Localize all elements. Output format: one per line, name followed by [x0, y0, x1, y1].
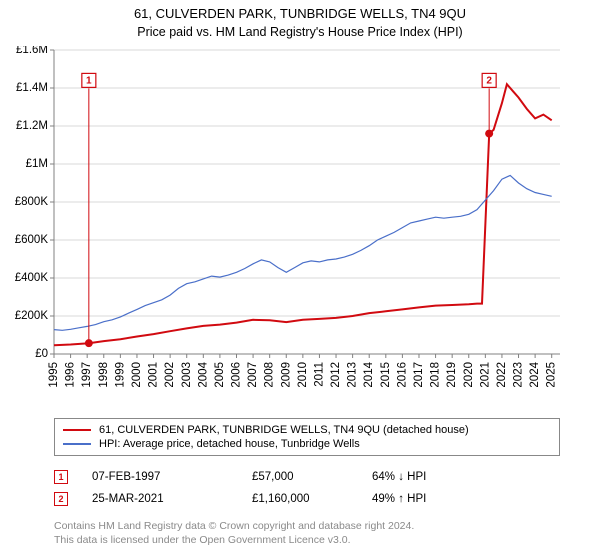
x-tick-label: 2007	[247, 362, 259, 388]
marker-dot-2	[485, 130, 493, 138]
x-tick-label: 2022	[496, 362, 508, 388]
footer-line-1: Contains HM Land Registry data © Crown c…	[54, 520, 560, 534]
x-tick-label: 2021	[479, 362, 491, 388]
chart-plot: £0 £200K £400K £600K £800K £1M £1.2M £1.4M £1.6M…	[0, 46, 600, 406]
x-tick-label: 2014	[363, 361, 375, 387]
x-tick-label: 2025	[546, 362, 558, 388]
sale-row: 1 07-FEB-1997£57,00064% ↓ HPI	[54, 466, 560, 488]
x-tick-label: 2015	[380, 362, 392, 388]
legend-item: HPI: Average price, detached house, Tunb…	[63, 437, 551, 451]
chart-title: 61, CULVERDEN PARK, TUNBRIDGE WELLS, TN4…	[0, 0, 600, 21]
x-tick-label: 1995	[48, 362, 60, 388]
sale-marker-icon: 2	[54, 492, 68, 506]
y-tick-label: £1.4M	[16, 82, 48, 94]
x-tick-label: 1997	[81, 362, 93, 388]
y-tick-label: £600K	[15, 234, 49, 246]
legend-item: 61, CULVERDEN PARK, TUNBRIDGE WELLS, TN4…	[63, 423, 551, 437]
x-tick-label: 2005	[214, 362, 226, 388]
x-tick-label: 2017	[413, 362, 425, 388]
sale-row: 2 25-MAR-2021£1,160,00049% ↑ HPI	[54, 488, 560, 510]
marker-num-1: 1	[86, 76, 92, 87]
legend-swatch	[63, 443, 91, 445]
series-hpi	[54, 175, 552, 330]
x-tick-label: 2016	[396, 362, 408, 388]
x-tick-label: 2020	[463, 362, 475, 388]
chart-container: 61, CULVERDEN PARK, TUNBRIDGE WELLS, TN4…	[0, 0, 600, 560]
x-tick-label: 2023	[513, 362, 525, 388]
footer: Contains HM Land Registry data © Crown c…	[54, 520, 560, 547]
x-tick-label: 2009	[280, 362, 292, 388]
x-tick-label: 2006	[231, 362, 243, 388]
sale-date: 25-MAR-2021	[92, 493, 252, 505]
x-tick-label: 1998	[98, 362, 110, 388]
y-tick-label: £1M	[26, 158, 48, 170]
marker-num-2: 2	[486, 76, 492, 87]
x-tick-label: 2003	[181, 362, 193, 388]
x-tick-label: 2011	[313, 362, 325, 387]
sale-delta: 64% ↓ HPI	[372, 471, 512, 483]
marker-dot-1	[85, 339, 93, 347]
sale-delta: 49% ↑ HPI	[372, 493, 512, 505]
y-tick-label: £1.6M	[16, 46, 48, 56]
x-tick-label: 1999	[114, 362, 126, 388]
sale-price: £57,000	[252, 471, 372, 483]
sale-marker-icon: 1	[54, 470, 68, 484]
x-tick-label: 2013	[347, 362, 359, 388]
series-price_paid	[54, 84, 552, 345]
chart-subtitle: Price paid vs. HM Land Registry's House …	[0, 21, 600, 39]
legend-swatch	[63, 429, 91, 431]
x-tick-label: 1996	[65, 362, 77, 388]
x-tick-label: 2004	[197, 361, 209, 387]
y-tick-label: £0	[35, 348, 48, 360]
x-tick-label: 2008	[264, 362, 276, 388]
x-tick-label: 2012	[330, 362, 342, 388]
legend-label: 61, CULVERDEN PARK, TUNBRIDGE WELLS, TN4…	[99, 424, 469, 436]
legend: 61, CULVERDEN PARK, TUNBRIDGE WELLS, TN4…	[54, 418, 560, 456]
x-tick-label: 2001	[148, 362, 160, 388]
footer-line-2: This data is licensed under the Open Gov…	[54, 534, 560, 548]
sales-table: 1 07-FEB-1997£57,00064% ↓ HPI 2 25-MAR-2021…	[54, 466, 560, 510]
x-tick-label: 2024	[529, 361, 541, 387]
y-tick-label: £400K	[15, 272, 49, 284]
x-tick-label: 2000	[131, 362, 143, 388]
y-tick-label: £200K	[15, 310, 49, 322]
legend-label: HPI: Average price, detached house, Tunb…	[99, 438, 360, 450]
x-tick-label: 2018	[430, 362, 442, 388]
y-tick-label: £1.2M	[16, 120, 48, 132]
x-tick-label: 2010	[297, 362, 309, 388]
y-tick-label: £800K	[15, 196, 49, 208]
chart-svg: £0 £200K £400K £600K £800K £1M £1.2M £1.4M £1.6M…	[0, 46, 600, 406]
x-tick-label: 2019	[446, 362, 458, 388]
x-tick-label: 2002	[164, 362, 176, 388]
sale-date: 07-FEB-1997	[92, 471, 252, 483]
sale-price: £1,160,000	[252, 493, 372, 505]
